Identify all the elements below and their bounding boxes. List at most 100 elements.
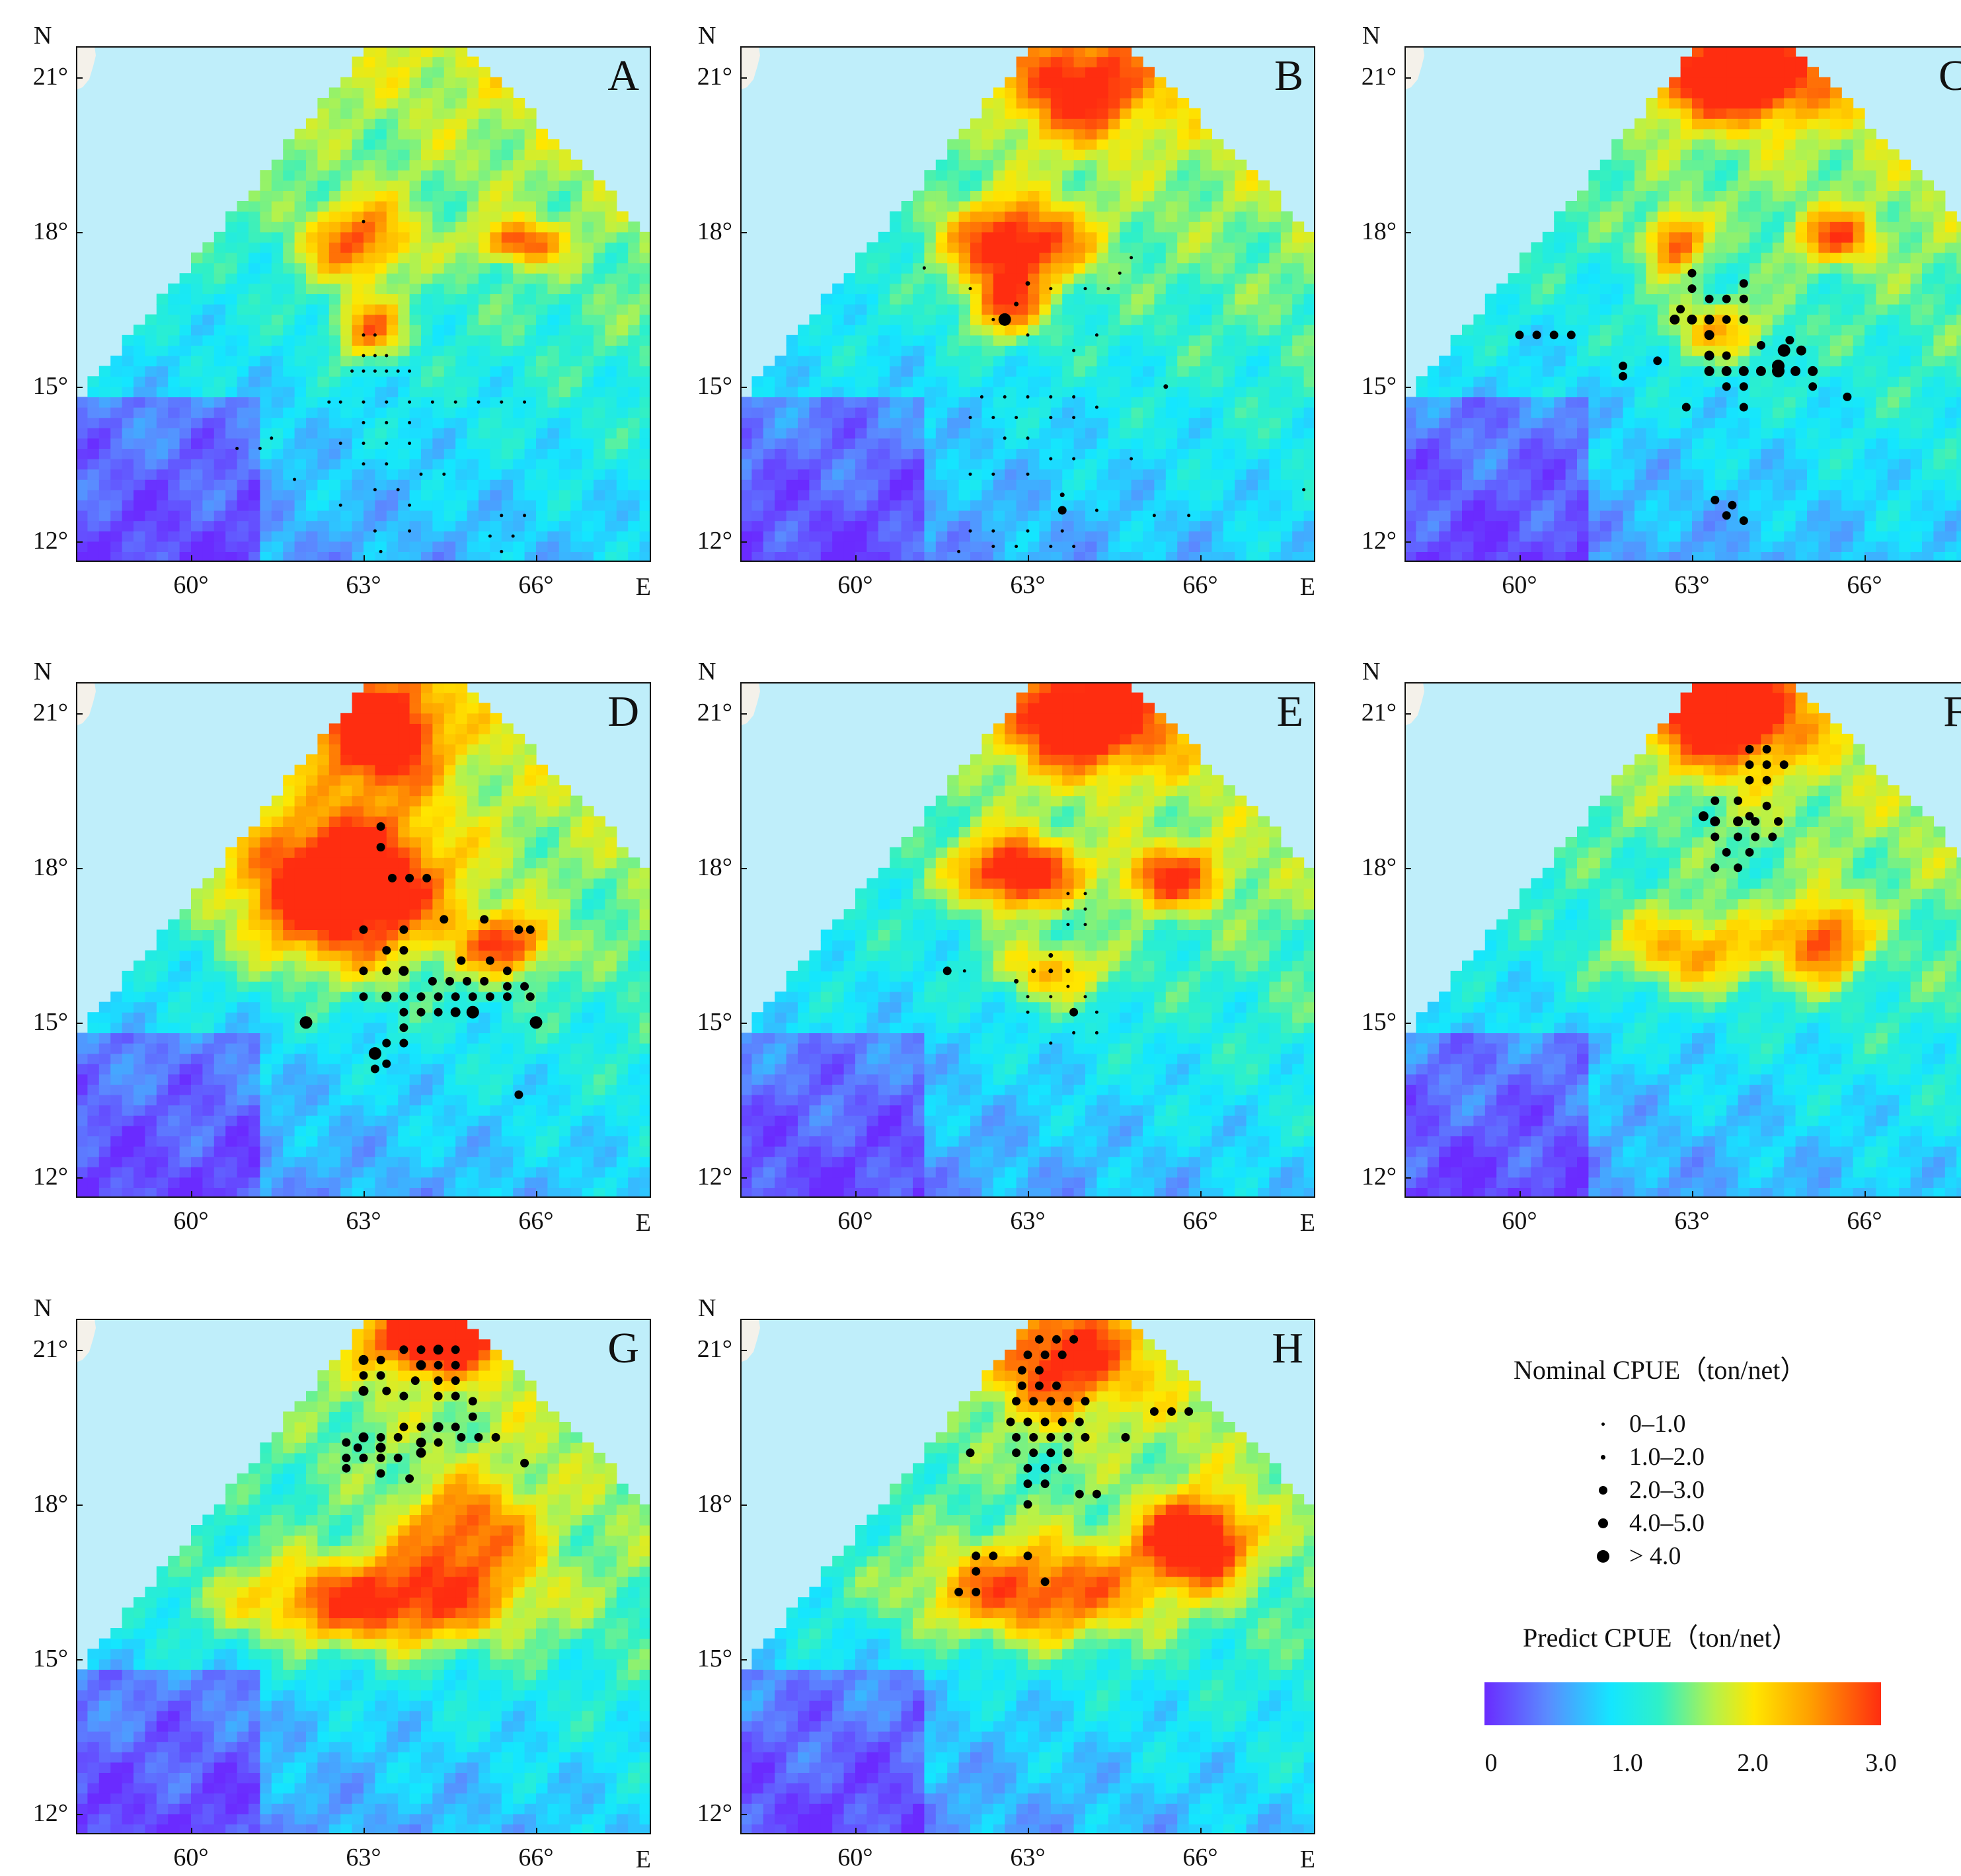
nominal-cpue-point xyxy=(359,966,368,976)
nominal-cpue-point xyxy=(520,1458,529,1467)
nominal-cpue-point xyxy=(1031,968,1036,974)
nominal-cpue-point xyxy=(1083,287,1087,291)
north-label: N xyxy=(698,658,716,685)
nominal-cpue-point xyxy=(405,1474,414,1483)
longitude-tick-mark xyxy=(1692,1191,1693,1198)
nominal-cpue-point xyxy=(514,1090,523,1099)
cpue-map-h xyxy=(740,1319,1315,1834)
latitude-tick-mark xyxy=(740,231,747,233)
latitude-tick-mark xyxy=(76,1813,83,1815)
nominal-cpue-point xyxy=(362,333,365,337)
nominal-cpue-point xyxy=(529,1016,543,1029)
longitude-tick-label: 63° xyxy=(1674,1207,1710,1235)
nominal-cpue-point xyxy=(525,925,535,934)
longitude-tick-label: 63° xyxy=(346,571,381,599)
nominal-cpue-point xyxy=(451,1376,460,1386)
nominal-cpue-point xyxy=(1060,529,1064,533)
nominal-cpue-point xyxy=(503,982,512,991)
nominal-cpue-point xyxy=(1687,268,1697,278)
nominal-cpue-point xyxy=(399,1023,408,1033)
nominal-cpue-point xyxy=(1095,1031,1098,1035)
nominal-cpue-point xyxy=(1710,816,1720,827)
land-mass xyxy=(76,682,96,726)
nominal-cpue-point xyxy=(399,1345,408,1354)
nominal-cpue-point xyxy=(1698,811,1709,822)
longitude-tick-mark xyxy=(855,1191,857,1198)
nominal-cpue-point xyxy=(1711,796,1720,805)
nominal-cpue-point xyxy=(1057,1417,1067,1427)
latitude-tick-label: 15° xyxy=(32,371,68,400)
nominal-cpue-point xyxy=(385,354,389,358)
nominal-cpue-point xyxy=(1015,416,1019,420)
nominal-cpue-point xyxy=(376,1454,385,1463)
nominal-cpue-point xyxy=(1046,1397,1056,1406)
nominal-cpue-point xyxy=(396,488,400,492)
latitude-tick-label: 15° xyxy=(697,1644,732,1672)
north-label: N xyxy=(1362,658,1381,685)
nominal-cpue-point xyxy=(1026,529,1030,533)
latitude-tick-mark xyxy=(76,713,83,715)
nominal-cpue-point xyxy=(434,1438,443,1447)
nominal-cpue-point xyxy=(1029,1432,1038,1442)
nominal-cpue-point xyxy=(1083,995,1087,999)
nominal-cpue-point xyxy=(1026,395,1030,399)
latitude-tick-label: 12° xyxy=(32,1162,68,1191)
longitude-tick-mark xyxy=(364,555,365,562)
nominal-cpue-point xyxy=(451,992,460,1001)
longitude-tick-label: 60° xyxy=(173,571,209,599)
nominal-cpue-point xyxy=(1065,968,1071,974)
nominal-cpue-point xyxy=(327,400,331,404)
longitude-tick-label: 66° xyxy=(518,1844,554,1871)
latitude-tick-label: 18° xyxy=(32,1489,68,1518)
nominal-cpue-point xyxy=(453,400,457,404)
longitude-tick-mark xyxy=(1028,1191,1029,1198)
latitude-tick-label: 18° xyxy=(697,217,732,245)
nominal-cpue-point xyxy=(1046,1432,1056,1442)
nominal-cpue-point xyxy=(1184,1407,1194,1416)
nominal-cpue-point xyxy=(972,1551,981,1561)
nominal-cpue-point xyxy=(468,1412,477,1421)
nominal-cpue-point xyxy=(1739,382,1748,391)
nominal-cpue-point xyxy=(376,822,385,831)
east-label: E xyxy=(1299,573,1315,601)
nominal-cpue-point xyxy=(1049,416,1053,420)
nominal-cpue-point xyxy=(376,1432,385,1442)
nominal-cpue-point xyxy=(1167,1407,1176,1416)
nominal-cpue-point xyxy=(1777,344,1790,357)
land-mass xyxy=(1404,682,1424,726)
longitude-tick-label: 63° xyxy=(1674,571,1710,599)
nominal-cpue-point xyxy=(1711,863,1720,873)
longitude-tick-mark xyxy=(1200,1828,1202,1834)
nominal-cpue-point xyxy=(1014,978,1019,984)
nominal-cpue-point xyxy=(1095,1010,1098,1014)
nominal-cpue-point xyxy=(1017,1381,1026,1390)
nominal-cpue-point xyxy=(416,1437,426,1448)
nominal-cpue-point xyxy=(408,420,412,424)
longitude-tick-mark xyxy=(1692,555,1693,562)
nominal-cpue-point xyxy=(1049,287,1053,291)
latitude-tick-mark xyxy=(1404,713,1411,715)
nominal-cpue-dot-icon xyxy=(1601,1422,1605,1426)
nominal-cpue-point xyxy=(523,400,527,404)
nominal-cpue-point xyxy=(376,843,385,852)
nominal-cpue-point xyxy=(1619,362,1628,371)
nominal-cpue-point xyxy=(1670,314,1680,325)
nominal-cpue-point xyxy=(342,1438,351,1447)
nominal-cpue-point xyxy=(1049,395,1053,399)
nominal-cpue-point xyxy=(1040,1417,1050,1427)
nominal-cpue-point xyxy=(1653,356,1662,366)
nominal-cpue-point xyxy=(258,446,262,450)
nominal-cpue-point xyxy=(362,369,365,373)
nominal-cpue-point xyxy=(373,488,377,492)
nominal-cpue-point xyxy=(385,462,389,466)
latitude-tick-label: 21° xyxy=(697,62,732,91)
nominal-cpue-point xyxy=(1049,457,1053,461)
latitude-tick-mark xyxy=(76,77,83,79)
nominal-cpue-point xyxy=(399,1038,408,1048)
nominal-cpue-point xyxy=(440,915,449,924)
nominal-cpue-point xyxy=(408,369,412,373)
nominal-cpue-point xyxy=(1751,817,1760,826)
nominal-cpue-point xyxy=(433,1345,443,1355)
nominal-cpue-point xyxy=(1048,953,1054,958)
latitude-tick-mark xyxy=(1404,77,1411,79)
